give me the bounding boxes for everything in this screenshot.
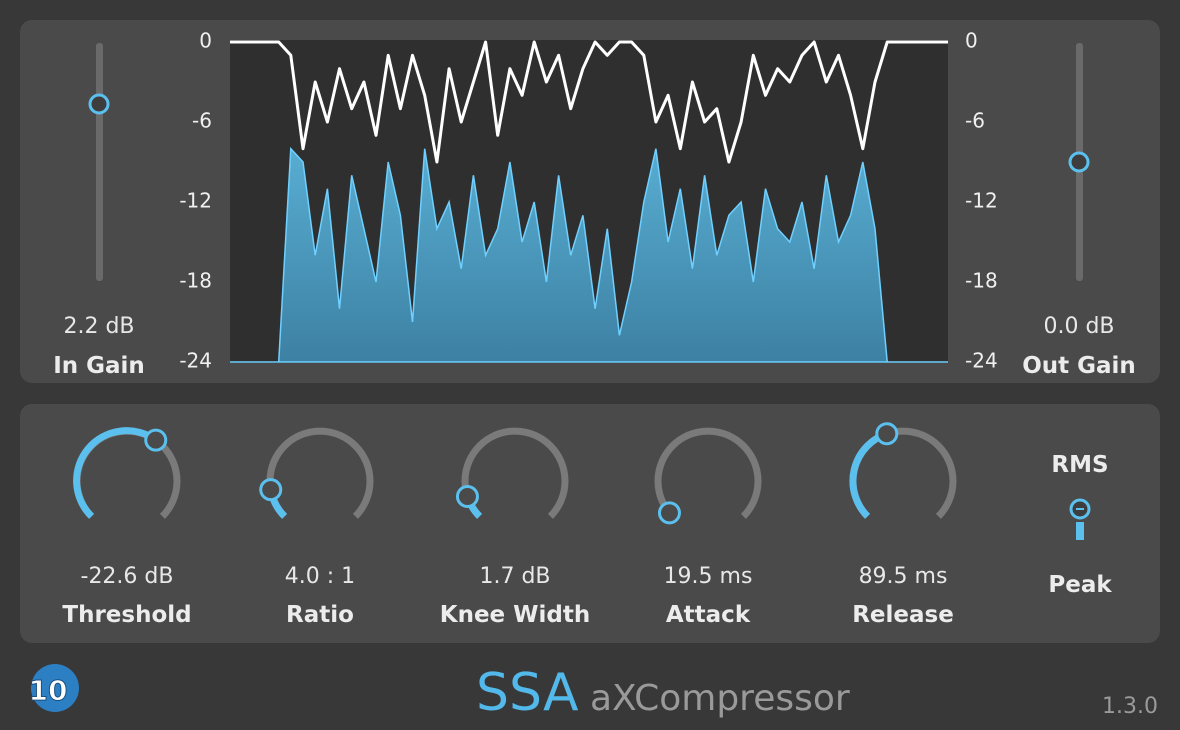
knob-value: 89.5 ms: [859, 564, 948, 589]
scale-label-right: -24: [965, 349, 998, 373]
logo-text: 10: [29, 674, 68, 707]
in-gain-label: In Gain: [53, 353, 145, 379]
detector-switch-bar: [1076, 522, 1084, 540]
scale-label-right: -18: [965, 269, 998, 293]
peak-label[interactable]: Peak: [1048, 572, 1112, 598]
knob-fill: [73, 427, 158, 519]
knob-value: 1.7 dB: [479, 564, 550, 589]
knob-label: Knee Width: [440, 602, 591, 628]
logo-badge: [31, 664, 79, 712]
knob-fill: [849, 430, 889, 519]
out-gain-value: 0.0 dB: [1043, 314, 1114, 339]
out-gain-label: Out Gain: [1022, 353, 1136, 379]
knob-label: Threshold: [62, 602, 191, 628]
product-name: aXCompressor: [590, 678, 850, 719]
gain-line: [230, 40, 948, 164]
meter-graph: [230, 40, 948, 363]
level-area: [230, 146, 948, 363]
knob-label: Ratio: [286, 602, 354, 628]
in-gain-value: 2.2 dB: [63, 314, 134, 339]
knob-label: Attack: [666, 602, 751, 628]
knob-track: [461, 427, 569, 519]
in-gain-handle[interactable]: [88, 93, 110, 115]
knob-handle[interactable]: [259, 478, 283, 502]
knob-value: 4.0 : 1: [285, 564, 355, 589]
knob-handle[interactable]: [657, 501, 681, 525]
version: 1.3.0: [1102, 694, 1158, 719]
knob-handle[interactable]: [144, 428, 168, 452]
knob-label: Release: [852, 602, 954, 628]
knob-value: -22.6 dB: [81, 564, 174, 589]
rms-label[interactable]: RMS: [1051, 452, 1108, 478]
brand-name: SSA: [476, 663, 579, 723]
in-gain-track: [96, 43, 103, 281]
knob-handle[interactable]: [875, 422, 899, 446]
controls-panel: [20, 404, 1160, 643]
scale-label-left: 0: [199, 29, 212, 53]
scale-label-right: -12: [965, 189, 998, 213]
scale-label-left: -12: [179, 189, 212, 213]
knob-value: 19.5 ms: [664, 564, 753, 589]
out-gain-handle[interactable]: [1068, 151, 1090, 173]
scale-label-right: -6: [965, 109, 985, 133]
scale-label-right: 0: [965, 29, 978, 53]
knobs: -22.6 dB Threshold 4.0 : 1 Ratio 1.7 dB Knee …: [62, 422, 957, 628]
scale-label-left: -24: [179, 349, 212, 373]
knob-handle[interactable]: [455, 484, 479, 508]
scale-label-left: -6: [192, 109, 212, 133]
scale-label-left: -18: [179, 269, 212, 293]
knob-track: [654, 427, 762, 519]
